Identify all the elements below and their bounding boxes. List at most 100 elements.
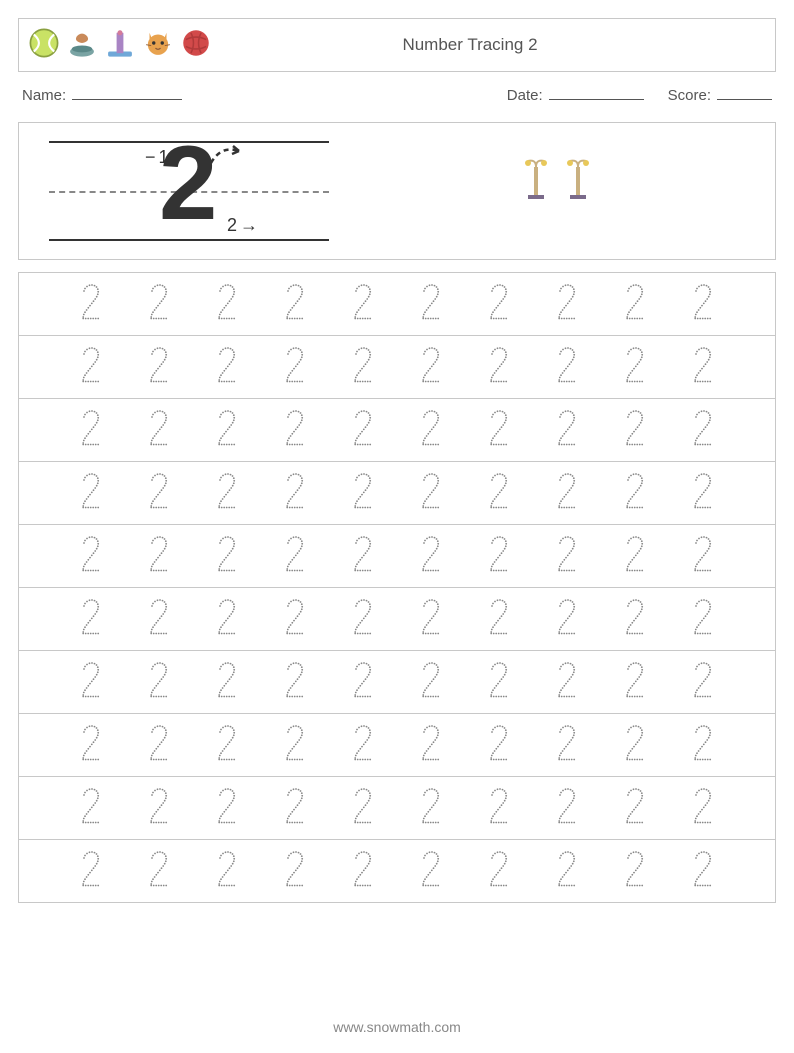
trace-digit[interactable]	[349, 849, 377, 894]
trace-digit[interactable]	[485, 534, 513, 579]
trace-digit[interactable]	[485, 282, 513, 327]
trace-digit[interactable]	[145, 849, 173, 894]
trace-digit[interactable]	[77, 408, 105, 453]
trace-digit[interactable]	[145, 408, 173, 453]
trace-digit[interactable]	[553, 786, 581, 831]
trace-digit[interactable]	[349, 534, 377, 579]
trace-digit[interactable]	[621, 786, 649, 831]
trace-digit[interactable]	[77, 534, 105, 579]
trace-digit[interactable]	[621, 408, 649, 453]
trace-digit[interactable]	[145, 597, 173, 642]
trace-digit[interactable]	[77, 345, 105, 390]
trace-digit[interactable]	[417, 786, 445, 831]
trace-digit[interactable]	[213, 786, 241, 831]
trace-digit[interactable]	[281, 786, 309, 831]
trace-digit[interactable]	[417, 597, 445, 642]
trace-digit[interactable]	[689, 471, 717, 516]
trace-digit[interactable]	[485, 408, 513, 453]
trace-digit[interactable]	[213, 534, 241, 579]
trace-digit[interactable]	[281, 534, 309, 579]
trace-digit[interactable]	[417, 282, 445, 327]
trace-digit[interactable]	[689, 408, 717, 453]
trace-digit[interactable]	[213, 345, 241, 390]
trace-digit[interactable]	[281, 282, 309, 327]
trace-digit[interactable]	[213, 408, 241, 453]
trace-digit[interactable]	[485, 786, 513, 831]
trace-digit[interactable]	[145, 723, 173, 768]
trace-digit[interactable]	[621, 849, 649, 894]
trace-digit[interactable]	[417, 345, 445, 390]
trace-digit[interactable]	[213, 849, 241, 894]
trace-digit[interactable]	[349, 723, 377, 768]
trace-digit[interactable]	[553, 408, 581, 453]
trace-digit[interactable]	[689, 849, 717, 894]
trace-digit[interactable]	[417, 534, 445, 579]
trace-digit[interactable]	[213, 723, 241, 768]
trace-digit[interactable]	[349, 471, 377, 516]
trace-digit[interactable]	[689, 282, 717, 327]
trace-digit[interactable]	[281, 723, 309, 768]
trace-digit[interactable]	[349, 282, 377, 327]
trace-digit[interactable]	[77, 786, 105, 831]
trace-digit[interactable]	[417, 849, 445, 894]
trace-digit[interactable]	[417, 471, 445, 516]
trace-digit[interactable]	[553, 282, 581, 327]
trace-digit[interactable]	[281, 408, 309, 453]
trace-digit[interactable]	[213, 282, 241, 327]
trace-digit[interactable]	[417, 408, 445, 453]
trace-digit[interactable]	[349, 660, 377, 705]
trace-digit[interactable]	[689, 723, 717, 768]
trace-digit[interactable]	[553, 660, 581, 705]
trace-digit[interactable]	[77, 660, 105, 705]
trace-digit[interactable]	[213, 660, 241, 705]
trace-digit[interactable]	[281, 597, 309, 642]
trace-digit[interactable]	[485, 345, 513, 390]
trace-digit[interactable]	[689, 786, 717, 831]
trace-digit[interactable]	[145, 282, 173, 327]
trace-digit[interactable]	[145, 345, 173, 390]
trace-digit[interactable]	[553, 345, 581, 390]
trace-digit[interactable]	[213, 597, 241, 642]
trace-digit[interactable]	[553, 471, 581, 516]
trace-digit[interactable]	[281, 849, 309, 894]
trace-digit[interactable]	[689, 660, 717, 705]
trace-digit[interactable]	[485, 471, 513, 516]
trace-digit[interactable]	[349, 786, 377, 831]
trace-digit[interactable]	[145, 786, 173, 831]
trace-digit[interactable]	[485, 597, 513, 642]
trace-digit[interactable]	[213, 471, 241, 516]
score-blank[interactable]	[717, 86, 772, 100]
trace-digit[interactable]	[281, 660, 309, 705]
trace-digit[interactable]	[553, 597, 581, 642]
name-blank[interactable]	[72, 86, 182, 100]
trace-digit[interactable]	[621, 282, 649, 327]
trace-digit[interactable]	[621, 723, 649, 768]
trace-digit[interactable]	[77, 849, 105, 894]
trace-digit[interactable]	[77, 282, 105, 327]
trace-digit[interactable]	[621, 597, 649, 642]
trace-digit[interactable]	[77, 723, 105, 768]
trace-digit[interactable]	[485, 660, 513, 705]
trace-digit[interactable]	[417, 660, 445, 705]
trace-digit[interactable]	[77, 597, 105, 642]
trace-digit[interactable]	[621, 471, 649, 516]
trace-digit[interactable]	[349, 345, 377, 390]
trace-digit[interactable]	[689, 345, 717, 390]
trace-digit[interactable]	[417, 723, 445, 768]
trace-digit[interactable]	[145, 660, 173, 705]
trace-digit[interactable]	[553, 534, 581, 579]
trace-digit[interactable]	[145, 471, 173, 516]
trace-digit[interactable]	[553, 849, 581, 894]
trace-digit[interactable]	[485, 723, 513, 768]
trace-digit[interactable]	[621, 660, 649, 705]
trace-digit[interactable]	[281, 471, 309, 516]
trace-digit[interactable]	[281, 345, 309, 390]
trace-digit[interactable]	[145, 534, 173, 579]
trace-digit[interactable]	[621, 534, 649, 579]
trace-digit[interactable]	[77, 471, 105, 516]
date-blank[interactable]	[549, 86, 644, 100]
trace-digit[interactable]	[553, 723, 581, 768]
trace-digit[interactable]	[349, 408, 377, 453]
trace-digit[interactable]	[621, 345, 649, 390]
trace-digit[interactable]	[349, 597, 377, 642]
